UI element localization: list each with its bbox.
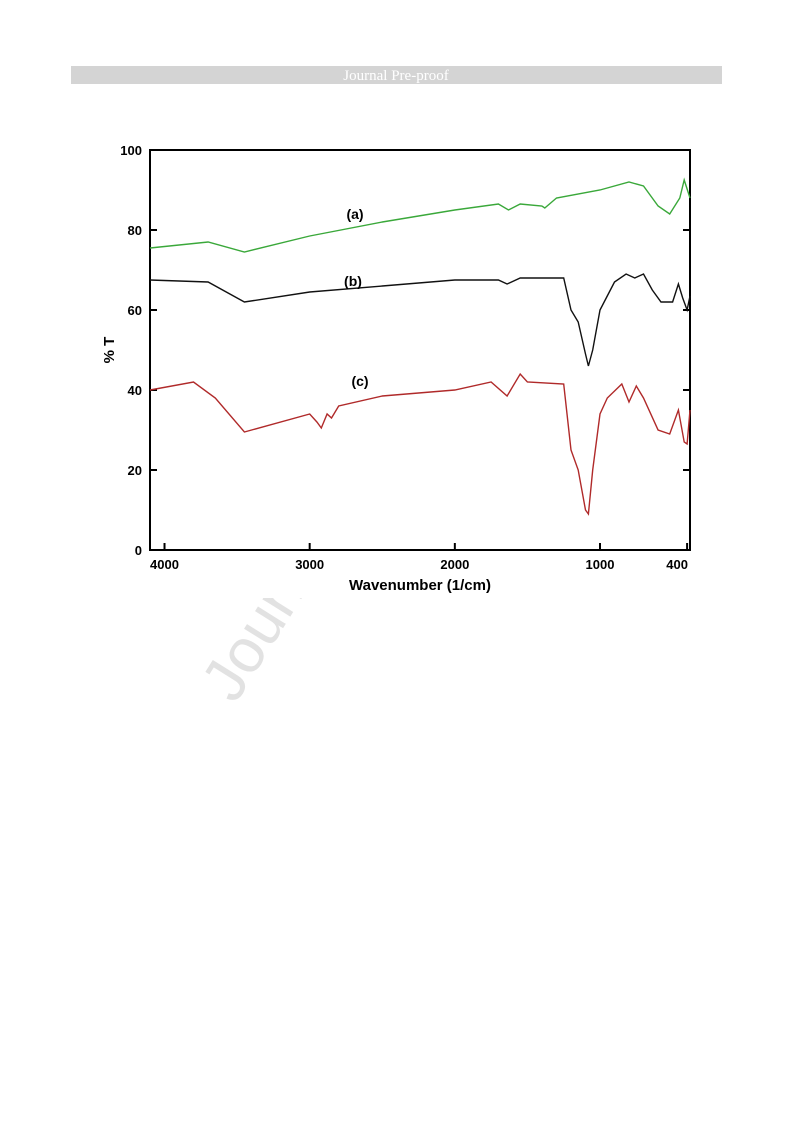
series-line — [149, 177, 691, 253]
plot-frame — [149, 149, 691, 551]
series-line — [149, 273, 691, 367]
y-tick-label: 60 — [128, 303, 142, 318]
series-annotation: (c) — [351, 373, 368, 389]
series-annotation: (b) — [344, 273, 362, 289]
series-line — [149, 372, 691, 516]
y-tick-label: 40 — [128, 383, 142, 398]
y-tick-label: 20 — [128, 463, 142, 478]
header-title: Journal Pre-proof — [343, 68, 448, 84]
chart-background — [100, 138, 700, 598]
chart: 0 20 40 60 80 100 4000 3000 2000 1000 400 Wavenumbe… — [101, 143, 691, 594]
y-tick-label: 100 — [120, 143, 142, 158]
x-tick-label: 4000 — [150, 557, 179, 572]
x-axis-label: Wavenumber (1/cm) — [349, 577, 491, 594]
x-tick-label: 1000 — [586, 557, 615, 572]
y-axis-label: % T — [101, 337, 118, 364]
x-tick-label: 3000 — [295, 557, 324, 572]
header-bar — [71, 66, 722, 84]
x-tick-label: 2000 — [440, 557, 469, 572]
y-tick-label: 0 — [135, 543, 142, 558]
series-annotation: (a) — [346, 206, 363, 222]
x-tick-label: 400 — [666, 557, 688, 572]
y-tick-label: 80 — [128, 223, 142, 238]
